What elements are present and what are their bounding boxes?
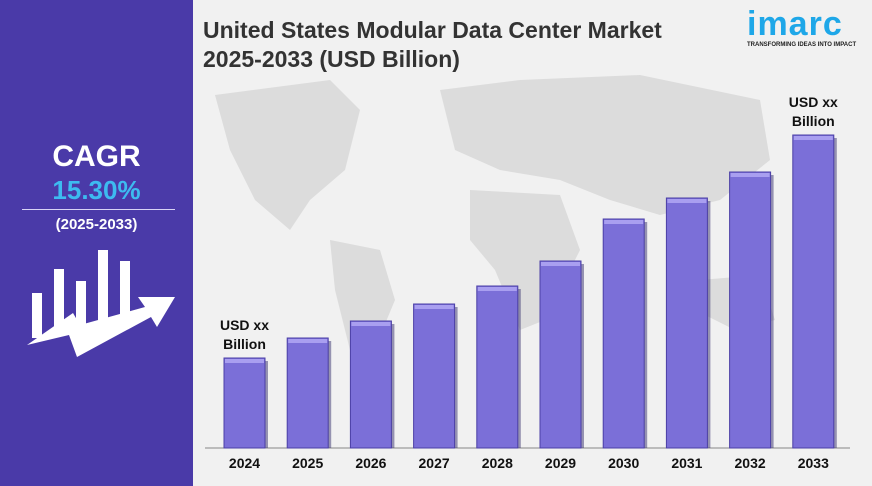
world-map-background: [215, 75, 775, 360]
logo-tagline: TRANSFORMING IDEAS INTO IMPACT: [747, 42, 857, 48]
logo-text: imarc: [747, 5, 843, 43]
cagr-sidebar: CAGR 15.30% (2025-2033): [0, 0, 193, 486]
bar-highlight: [288, 339, 328, 343]
cagr-value: 15.30%: [52, 175, 141, 205]
x-tick-2028: 2028: [482, 455, 513, 471]
x-tick-2026: 2026: [355, 455, 386, 471]
cagr-period: (2025-2033): [55, 216, 138, 233]
x-tick-2032: 2032: [735, 455, 766, 471]
bar-highlight: [225, 359, 264, 363]
bar-2027: [413, 303, 456, 449]
bar-highlight: [793, 136, 833, 140]
bar-highlight: [667, 199, 707, 203]
x-tick-2030: 2030: [608, 455, 639, 471]
bar-highlight: [477, 287, 517, 291]
x-tick-2027: 2027: [419, 455, 450, 471]
imarc-logo: imarc TRANSFORMING IDEAS INTO IMPACT: [747, 6, 867, 48]
bar-2025: [286, 337, 329, 449]
bar-2029: [539, 260, 582, 449]
bar-2026: [349, 320, 392, 449]
data-label-2033: USD xx: [789, 94, 838, 110]
growth-chart-arrow-icon: [27, 250, 175, 357]
chart-title: United States Modular Data Center Market…: [203, 16, 743, 74]
bar-highlight: [604, 220, 644, 224]
bar-2032: [729, 171, 772, 449]
data-label-2033: Billion: [792, 113, 835, 129]
bar-2033: [792, 134, 835, 449]
x-tick-2029: 2029: [545, 455, 576, 471]
x-tick-2033: 2033: [798, 455, 829, 471]
bar-2031: [665, 197, 708, 449]
bar-highlight: [730, 173, 770, 177]
bar-2024: [223, 357, 266, 449]
bar-highlight: [541, 262, 580, 266]
x-tick-2024: 2024: [229, 455, 260, 471]
x-tick-2031: 2031: [671, 455, 702, 471]
title-line-1: United States Modular Data Center Market: [203, 17, 662, 43]
bar-highlight: [414, 305, 454, 309]
title-line-2: 2025-2033 (USD Billion): [203, 46, 460, 72]
bar-2030: [602, 218, 645, 449]
x-tick-2025: 2025: [292, 455, 323, 471]
divider: [22, 209, 175, 210]
cagr-label: CAGR: [52, 140, 141, 173]
data-label-2024: USD xx: [220, 317, 269, 333]
bar-highlight: [351, 322, 391, 326]
data-label-2024: Billion: [223, 336, 266, 352]
bar-2028: [476, 285, 519, 449]
